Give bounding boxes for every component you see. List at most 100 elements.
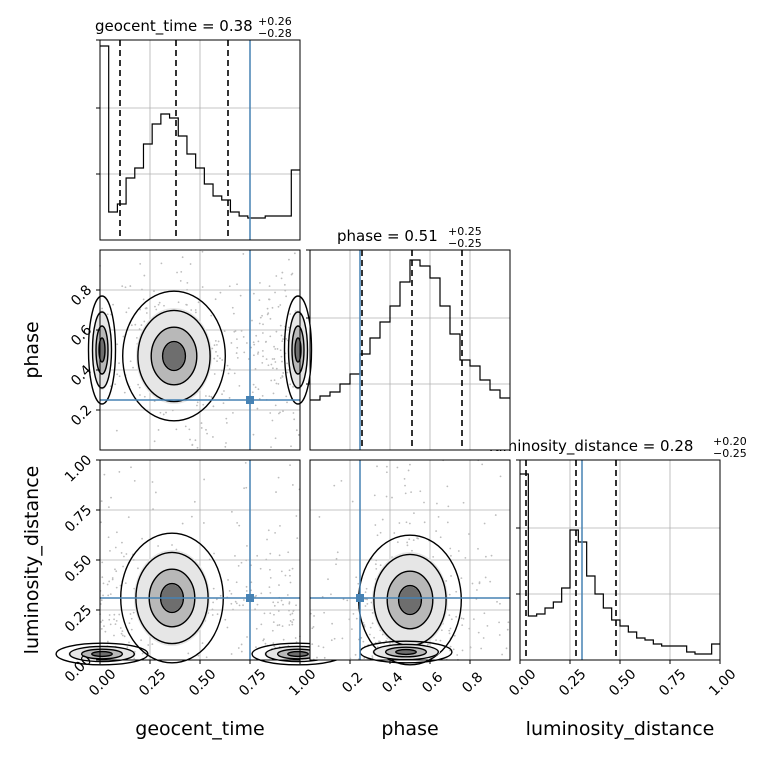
panel-geocent-time-vs-luminosity-distance-sample	[114, 546, 117, 549]
panel-geocent-time-vs-phase-sample	[196, 446, 199, 449]
panel-geocent-time-vs-luminosity-distance-sample	[121, 541, 123, 544]
panel-phase-vs-luminosity-distance-sample	[468, 533, 470, 535]
panel-geocent-time-vs-luminosity-distance-sample	[113, 613, 116, 616]
panel-geocent-time-vs-phase-sample	[279, 349, 282, 352]
panel-geocent-time-vs-phase-sample	[196, 401, 199, 404]
panel-geocent-time-vs-phase-sample	[267, 312, 270, 315]
panel-phase-vs-luminosity-distance-sample	[317, 645, 320, 647]
panel-geocent-time-vs-phase-sample	[157, 429, 160, 431]
panel-phase-vs-luminosity-distance-sample	[450, 554, 452, 557]
panel-geocent-time-vs-luminosity-distance-sample	[100, 621, 102, 623]
panel-phase-vs-luminosity-distance-sample	[409, 463, 411, 466]
panel-geocent-time-vs-phase-sample	[202, 403, 205, 406]
panel-geocent-time-vs-phase-sample	[153, 290, 155, 292]
panel-geocent-time-vs-luminosity-distance-sample	[114, 568, 116, 571]
panel-phase-vs-luminosity-distance-sample	[379, 531, 382, 534]
panel-geocent-time-vs-phase-sample	[219, 357, 221, 360]
panel-geocent-time-vs-luminosity-distance-sample	[274, 531, 276, 534]
panel-phase-vs-luminosity-distance-sample	[371, 612, 374, 614]
panel-geocent-time-vs-phase-sample	[158, 301, 161, 304]
panel-phase-vs-luminosity-distance-sample	[494, 514, 497, 516]
panel-geocent-time-vs-phase-sample	[281, 271, 284, 274]
panel-geocent-time-vs-phase-sample	[189, 263, 192, 265]
panel-geocent-time-vs-phase-contour-1-3	[161, 340, 187, 372]
hist-geocent-time-frame	[99, 39, 301, 241]
panel-geocent-time-vs-luminosity-distance-sample	[226, 626, 229, 629]
panel-phase-vs-luminosity-distance-sample	[452, 648, 455, 651]
panel-geocent-time-vs-phase-sample	[186, 281, 189, 284]
panel-phase-vs-luminosity-distance-sample	[351, 500, 354, 503]
panel-geocent-time-vs-phase-sample	[163, 304, 165, 307]
panel-geocent-time-vs-luminosity-distance-sample	[115, 570, 118, 573]
panel-geocent-time-vs-phase-sample	[217, 340, 220, 343]
panel-geocent-time-vs-phase-sample	[292, 385, 295, 388]
panel-geocent-time-vs-luminosity-distance-sample	[238, 524, 241, 527]
panel-phase-vs-luminosity-distance-contour-0-3	[397, 584, 423, 616]
panel-phase-vs-luminosity-distance-sample	[336, 551, 339, 554]
panel-geocent-time-vs-luminosity-distance-sample	[272, 601, 275, 604]
panel-geocent-time-vs-luminosity-distance-sample	[121, 634, 124, 637]
panel-geocent-time-vs-luminosity-distance-sample	[288, 601, 291, 604]
panel-phase-vs-luminosity-distance-sample	[445, 580, 448, 582]
panel-geocent-time-vs-luminosity-distance-sample	[121, 630, 124, 633]
panel-geocent-time-vs-phase-sample	[225, 417, 228, 420]
panel-geocent-time-vs-luminosity-distance-sample	[295, 515, 298, 517]
panel-geocent-time-vs-luminosity-distance-sample	[267, 529, 270, 532]
panel-geocent-time-vs-luminosity-distance-contour-2-3	[287, 650, 309, 658]
panel-phase-vs-luminosity-distance-sample	[357, 582, 360, 585]
panel-geocent-time-vs-luminosity-distance-sample	[292, 618, 295, 621]
panel-phase-vs-luminosity-distance-sample	[407, 469, 410, 472]
panel-phase-vs-luminosity-distance-sample	[323, 656, 326, 659]
panel-geocent-time-vs-phase-sample	[252, 341, 255, 344]
panel-geocent-time-vs-phase-sample	[269, 335, 272, 338]
panel-geocent-time-vs-luminosity-distance-sample	[140, 639, 143, 642]
panel-phase-vs-luminosity-distance-sample	[447, 505, 450, 508]
panel-geocent-time-vs-luminosity-distance-sample	[286, 594, 289, 596]
panel-geocent-time-vs-luminosity-distance-sample	[100, 599, 103, 602]
title-phase-plus: +0.25	[448, 225, 482, 238]
panel-geocent-time-vs-phase-sample	[201, 286, 204, 288]
panel-geocent-time-vs-phase-sample	[115, 429, 118, 432]
panel-geocent-time-vs-luminosity-distance-sample	[289, 613, 292, 616]
panel-geocent-time-vs-luminosity-distance-sample	[263, 612, 266, 615]
panel-geocent-time-vs-phase-sample	[179, 280, 182, 282]
panel-phase-vs-luminosity-distance-sample	[471, 582, 474, 585]
xtick-label-phase: 0.8	[459, 669, 486, 696]
panel-phase-vs-luminosity-distance-sample	[364, 591, 367, 594]
panel-geocent-time-vs-luminosity-distance-sample	[118, 471, 121, 473]
panel-geocent-time-vs-phase-sample	[232, 412, 234, 414]
panel-geocent-time-vs-luminosity-distance-sample	[113, 618, 115, 621]
panel-geocent-time-vs-luminosity-distance-sample	[120, 552, 123, 554]
panel-geocent-time-vs-luminosity-distance-sample	[118, 613, 121, 616]
panel-geocent-time-vs-phase-sample	[295, 429, 298, 432]
panel-geocent-time-vs-phase-sample	[138, 328, 141, 330]
xtick-label-phase: 0.4	[379, 669, 406, 696]
panel-phase-vs-luminosity-distance-sample	[480, 647, 483, 650]
panel-geocent-time-vs-phase-sample	[258, 322, 261, 325]
panel-phase-vs-luminosity-distance-sample	[363, 657, 366, 659]
panel-geocent-time-vs-luminosity-distance-sample	[224, 618, 227, 621]
panel-geocent-time-vs-phase-sample	[270, 363, 273, 366]
panel-geocent-time-vs-phase-sample	[223, 390, 225, 392]
panel-phase-vs-luminosity-distance-sample	[369, 626, 372, 629]
panel-geocent-time-vs-phase-sample	[293, 252, 296, 255]
panel-phase-vs-luminosity-distance-sample	[374, 524, 377, 526]
panel-geocent-time-vs-luminosity-distance-sample	[278, 584, 280, 586]
panel-geocent-time-vs-phase-sample	[155, 308, 158, 311]
panel-geocent-time-vs-phase-sample	[106, 313, 109, 316]
panel-phase-vs-luminosity-distance-sample	[460, 577, 463, 580]
panel-geocent-time-vs-luminosity-distance-sample	[101, 561, 104, 564]
panel-geocent-time-vs-phase-contour-0-2	[95, 325, 109, 375]
panel-geocent-time-vs-luminosity-distance-sample	[269, 612, 272, 615]
panel-geocent-time-vs-phase-sample	[281, 375, 284, 378]
panel-phase-vs-luminosity-distance-sample	[453, 634, 456, 637]
panel-geocent-time-vs-phase-sample	[153, 440, 156, 443]
panel-phase-vs-luminosity-distance-sample	[318, 516, 321, 518]
panel-geocent-time-vs-luminosity-distance-sample	[107, 506, 110, 509]
panel-geocent-time-vs-phase-sample	[236, 346, 239, 349]
panel-geocent-time-vs-luminosity-distance-density-peak-2	[288, 651, 308, 657]
panel-geocent-time-vs-luminosity-distance-sample	[100, 500, 103, 503]
panel-geocent-time-vs-phase-sample	[282, 338, 284, 340]
panel-geocent-time-vs-luminosity-distance-sample	[294, 637, 297, 639]
panel-geocent-time-vs-phase-sample	[274, 361, 277, 363]
